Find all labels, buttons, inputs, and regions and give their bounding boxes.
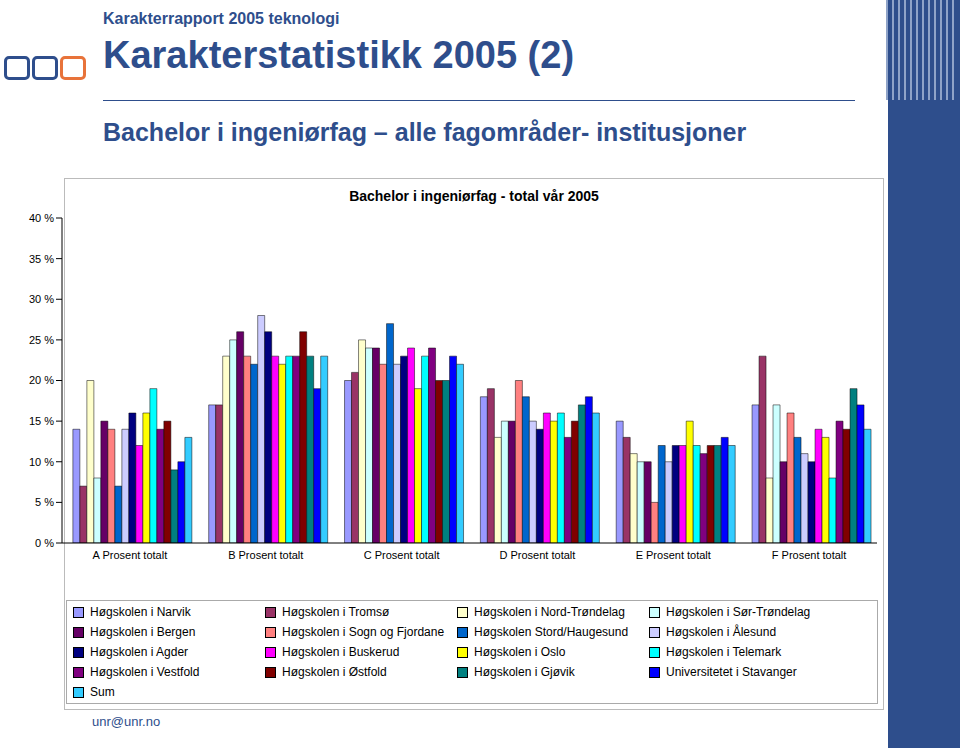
- svg-text:A Prosent totalt: A Prosent totalt: [93, 549, 168, 561]
- svg-text:10 %: 10 %: [29, 456, 54, 468]
- svg-text:20 %: 20 %: [29, 374, 54, 386]
- html-text:Høgskolen i Sogn og Fjordane: Høgskolen i Sogn og Fjordane: [282, 625, 445, 639]
- html-text:Karakterstatistikk 2005 (2): Karakterstatistikk 2005 (2): [103, 34, 575, 76]
- html-text:Høgskolen i Agder: Høgskolen i Agder: [90, 645, 189, 659]
- html-text:Høgskolen i Narvik: Høgskolen i Narvik: [90, 605, 191, 619]
- html-text:Høgskolen i Vestfold: Høgskolen i Vestfold: [90, 665, 200, 679]
- svg-text:D Prosent totalt: D Prosent totalt: [500, 549, 576, 561]
- html-text:Bachelor i ingeniørfag - total: Bachelor i ingeniørfag - total vår 2005: [349, 188, 599, 204]
- svg-text:25 %: 25 %: [29, 334, 54, 346]
- html-text:Høgskolen i Nord-Trøndelag: Høgskolen i Nord-Trøndelag: [474, 605, 625, 619]
- svg-text:B Prosent totalt: B Prosent totalt: [228, 549, 303, 561]
- html-text:Høgskolen i Gjøvik: Høgskolen i Gjøvik: [474, 665, 575, 679]
- svg-text:35 %: 35 %: [29, 253, 54, 265]
- html-text:Høgskolen i Telemark: Høgskolen i Telemark: [666, 645, 782, 659]
- svg-text:F Prosent totalt: F Prosent totalt: [772, 549, 847, 561]
- html-text:Universitetet i Stavanger: Universitetet i Stavanger: [666, 665, 797, 679]
- html-text:Høgskolen i Buskerud: Høgskolen i Buskerud: [282, 645, 400, 659]
- html-text:Bachelor i ingeniørfag – alle: Bachelor i ingeniørfag – alle fagområder…: [103, 118, 747, 146]
- html-text:Høgskolen i Østfold: Høgskolen i Østfold: [282, 665, 387, 679]
- html-text:Karakterrapport 2005 teknologi: Karakterrapport 2005 teknologi: [103, 10, 340, 27]
- html-text:unr@unr.no: unr@unr.no: [92, 714, 161, 729]
- svg-text:0 %: 0 %: [35, 537, 54, 549]
- svg-text:C Prosent totalt: C Prosent totalt: [364, 549, 440, 561]
- svg-text:30 %: 30 %: [29, 293, 54, 305]
- svg-text:E Prosent totalt: E Prosent totalt: [636, 549, 711, 561]
- svg-text:40 %: 40 %: [29, 212, 54, 224]
- html-text:Høgskolen i Sør-Trøndelag: Høgskolen i Sør-Trøndelag: [666, 605, 811, 619]
- svg-text:5 %: 5 %: [35, 496, 54, 508]
- svg-text:15 %: 15 %: [29, 415, 54, 427]
- html-text:Høgskolen i Oslo: Høgskolen i Oslo: [474, 645, 566, 659]
- html-text:Høgskolen i Tromsø: Høgskolen i Tromsø: [282, 605, 390, 619]
- html-text:Sum: Sum: [90, 685, 115, 699]
- html-text:Høgskolen i Ålesund: Høgskolen i Ålesund: [666, 625, 777, 639]
- html-text:Høgskolen i Bergen: Høgskolen i Bergen: [90, 625, 196, 639]
- html-text:Høgskolen Stord/Haugesund: Høgskolen Stord/Haugesund: [474, 625, 629, 639]
